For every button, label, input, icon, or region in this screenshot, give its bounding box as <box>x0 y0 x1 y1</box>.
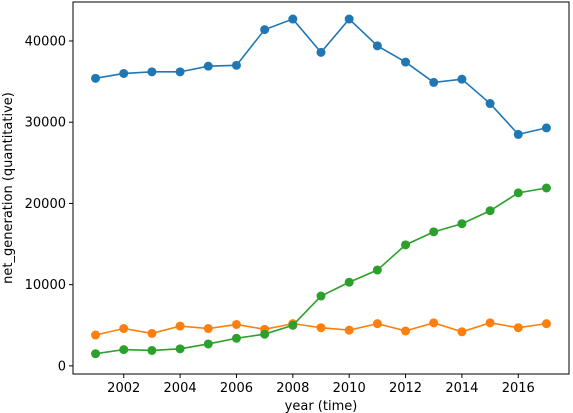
y-tick-label: 40000 <box>25 34 66 49</box>
y-tick-label: 30000 <box>25 116 66 131</box>
series-3-point <box>485 206 495 216</box>
series-3-point <box>175 344 185 354</box>
series-3-point <box>119 345 129 355</box>
series-3-point <box>316 291 326 301</box>
series-1-point <box>119 68 129 78</box>
x-tick-label: 2010 <box>333 381 366 396</box>
series-3-point <box>288 320 298 330</box>
series-1-point <box>401 57 411 67</box>
series-2-point <box>485 318 495 328</box>
x-tick-label: 2006 <box>220 381 253 396</box>
series-2 <box>91 318 551 340</box>
x-axis: 2002 2004 2006 2008 2010 2012 2014 2016 <box>107 374 535 396</box>
x-tick-label: 2012 <box>389 381 422 396</box>
series-layer <box>91 14 551 359</box>
x-tick-label: 2014 <box>445 381 478 396</box>
series-1-point <box>541 123 551 133</box>
series-3-point <box>231 333 241 343</box>
series-3-point <box>203 339 213 349</box>
series-2-point <box>175 321 185 331</box>
series-2-point <box>344 325 354 335</box>
series-2-point <box>513 323 523 333</box>
x-tick-label: 2002 <box>107 381 140 396</box>
series-1-point <box>91 73 101 83</box>
series-1-point <box>372 41 382 51</box>
plot-frame <box>72 1 570 375</box>
series-1-point <box>429 77 439 87</box>
series-3 <box>91 183 551 359</box>
series-1-line <box>95 17 547 136</box>
y-tick-label: 20000 <box>25 197 66 212</box>
y-tick-label: 10000 <box>25 278 66 293</box>
x-axis-label: year (time) <box>285 399 358 413</box>
x-tick-label: 2004 <box>164 381 197 396</box>
series-1-point <box>316 47 326 57</box>
series-2-point <box>401 326 411 336</box>
series-2-point <box>147 328 157 338</box>
series-2-point <box>203 324 213 334</box>
series-3-point <box>401 240 411 250</box>
series-2-point <box>91 330 101 340</box>
series-1-point <box>288 14 298 24</box>
series-3-point <box>372 265 382 275</box>
series-1-point <box>175 67 185 77</box>
series-2-point <box>119 324 129 334</box>
series-3-point <box>344 277 354 287</box>
series-3-point <box>513 188 523 198</box>
y-axis: 0 10000 20000 30000 40000 <box>25 34 73 374</box>
series-2-point <box>372 319 382 329</box>
series-1-point <box>513 129 523 139</box>
series-3-point <box>457 219 467 229</box>
y-axis-label: net_generation (quantitative) <box>1 92 16 284</box>
y-tick-label: 0 <box>58 359 66 374</box>
series-2-point <box>541 319 551 329</box>
series-1-point <box>147 67 157 77</box>
series-1-point <box>260 25 270 35</box>
series-1-point <box>231 60 241 70</box>
series-1-point <box>457 74 467 84</box>
series-3-point <box>91 349 101 359</box>
series-3-point <box>147 345 157 355</box>
x-tick-label: 2016 <box>502 381 535 396</box>
series-3-point <box>541 183 551 193</box>
series-1 <box>91 14 551 139</box>
series-2-point <box>429 318 439 328</box>
series-1-point <box>344 14 354 24</box>
series-1-point <box>485 99 495 109</box>
series-2-point <box>231 319 241 329</box>
series-2-point <box>316 323 326 333</box>
x-tick-label: 2008 <box>276 381 309 396</box>
series-3-point <box>260 329 270 339</box>
series-2-point <box>457 327 467 337</box>
series-1-point <box>203 61 213 71</box>
series-3-point <box>429 227 439 237</box>
